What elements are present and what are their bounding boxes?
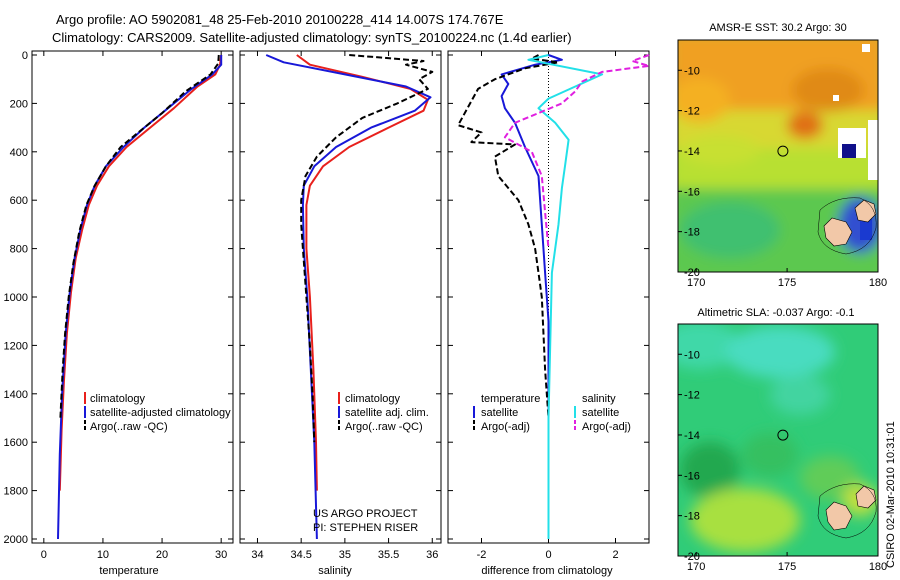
sst-map-panel: AMSR-E SST: 30.2 Argo: 30 [677,22,887,289]
sla-island-large [825,501,853,531]
sla-reef-contour [817,483,877,539]
sst-lat-label: -12 [684,106,700,118]
salinity-legend: climatology satellite adj. clim. Argo(..… [338,392,429,433]
sst-lat-label: -20 [684,267,700,279]
sst-dark-cell [842,144,856,158]
diff-xtick-label: 2 [612,549,618,561]
csiro-timestamp: CSIRO 02-Mar-2010 10:31:01 [885,421,897,568]
depth-tick-label: 1600 [4,437,28,449]
legend-label-diff-sal-satellite: satellite [582,407,619,419]
temperature-axes-box [31,50,234,544]
salinity-panel: 34 34.5 35 35.5 36 climatology satellite adj… [239,50,442,577]
sst-lat-label: -16 [684,186,700,198]
legend-label-sal-argo: Argo(..raw -QC) [345,421,423,433]
temperature-panel: 0 10 20 30 0 200 400 600 800 1000 1200 1400 1600 1800… [4,50,234,577]
depth-tick-label: 1800 [4,486,28,498]
temp-xtick-label: 0 [41,549,47,561]
sla-lat-label: -20 [684,551,700,563]
sal-xtick-label: 34.5 [290,549,311,561]
diff-series-temperature-satellite [500,54,563,539]
sst-map-image [678,40,878,272]
sst-lon-label: 170 [687,277,705,289]
diff-series-temperature-argo-adj- [457,54,560,419]
legend-title-salinity: salinity [582,393,616,405]
sal-xtick-label: 35 [339,549,351,561]
pi-annotation: PI: STEPHEN RISER [313,522,418,534]
sst-lon-label: 175 [778,277,796,289]
depth-tick-label: 200 [10,98,28,110]
sla-lat-label: -14 [684,430,700,442]
sst-island-large [823,217,853,247]
figure-title-line2: Climatology: CARS2009. Satellite-adjuste… [52,30,572,45]
depth-tick-label: 2000 [4,534,28,546]
legend-label-sal-climatology: climatology [345,393,401,405]
project-annotation: US ARGO PROJECT [313,508,418,520]
temperature-legend: climatology satellite-adjusted climatolo… [84,392,231,433]
depth-tick-label: 0 [22,50,28,62]
sla-map-image [678,324,878,556]
legend-label-satellite-adjusted: satellite-adjusted climatology [90,407,231,419]
depth-tick-label: 400 [10,147,28,159]
sla-lon-label: 180 [869,561,887,573]
temp-series-climatology [58,54,223,491]
sla-lat-label: -12 [684,390,700,402]
sla-map-frame [677,323,879,557]
legend-label-diff-temp-argo: Argo(-adj) [481,421,530,433]
salinity-xlabel: salinity [318,565,352,577]
salinity-axes-box [239,50,442,544]
temp-xtick-label: 10 [97,549,109,561]
difference-xlabel: difference from climatology [481,565,613,577]
depth-tick-label: 1200 [4,340,28,352]
sla-lat-label: -16 [684,470,700,482]
temp-xtick-label: 30 [215,549,227,561]
depth-tick-label: 600 [10,195,28,207]
sla-lat-label: -18 [684,511,700,523]
legend-label-climatology: climatology [90,393,146,405]
sst-lat-label: -14 [684,146,700,158]
diff-xtick-label: -2 [477,549,487,561]
legend-title-temperature: temperature [481,393,540,405]
diff-series-salinity-satellite [527,54,604,539]
sla-map-title: Altimetric SLA: -0.037 Argo: -0.1 [697,307,854,319]
sla-argo-location-marker [777,429,789,441]
sla-lat-label: -10 [684,349,700,361]
sst-lon-label: 180 [869,277,887,289]
sal-xtick-label: 34 [251,549,263,561]
sal-series-argo-raw-qc- [300,54,434,443]
sst-argo-location-marker [777,145,789,157]
depth-tick-label: 1400 [4,389,28,401]
sal-xtick-label: 36 [426,549,438,561]
sal-xtick-label: 35.5 [378,549,399,561]
temp-xtick-label: 20 [156,549,168,561]
depth-tick-label: 1000 [4,292,28,304]
depth-tick-label: 800 [10,244,28,256]
legend-label-diff-sal-argo: Argo(-adj) [582,421,631,433]
sla-lon-label: 170 [687,561,705,573]
sst-map-title: AMSR-E SST: 30.2 Argo: 30 [709,22,847,34]
difference-legend: temperature satellite Argo(-adj) salinit… [473,393,631,433]
sla-lon-label: 175 [778,561,796,573]
temperature-xlabel: temperature [99,565,158,577]
sst-map-frame [677,39,879,273]
sst-lat-label: -10 [684,65,700,77]
difference-panel: -2 0 2 temperature satellite Argo(-adj) sa… [447,50,650,577]
sst-reef-contour [817,197,877,255]
legend-label-argo: Argo(..raw -QC) [90,421,168,433]
temp-series-argo-raw-qc- [59,54,220,419]
legend-label-diff-temp-satellite: satellite [481,407,518,419]
sla-map-panel: Altimetric SLA: -0.037 Argo: -0.1 170 175… [677,307,887,573]
legend-label-sal-satellite: satellite adj. clim. [345,407,429,419]
figure-title-line1: Argo profile: AO 5902081_48 25-Feb-2010 … [56,12,504,27]
diff-xtick-label: 0 [545,549,551,561]
sst-lat-label: -18 [684,227,700,239]
